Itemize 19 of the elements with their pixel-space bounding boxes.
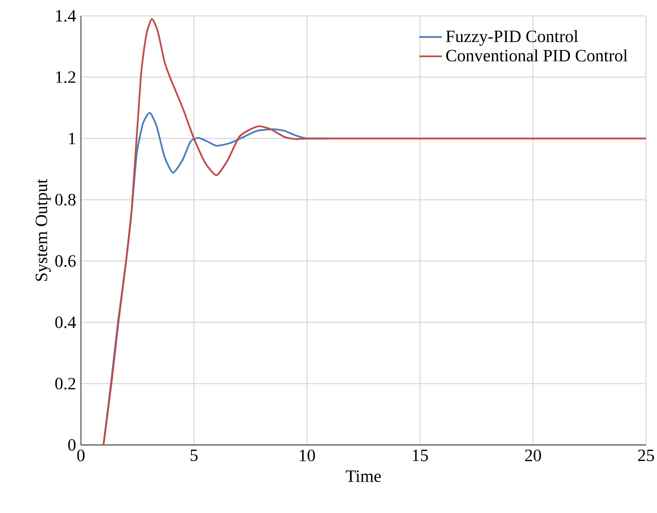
x-tick-label: 15 — [412, 450, 428, 462]
x-tick-label: 25 — [638, 450, 654, 462]
legend-label: Fuzzy-PID Control — [446, 30, 578, 46]
x-tick-label: 0 — [77, 450, 85, 462]
y-tick-label: 0.2 — [55, 378, 76, 390]
y-tick-label: 1.2 — [56, 71, 76, 84]
y-tick-label: 1.4 — [56, 10, 76, 22]
y-tick-label: 0.4 — [55, 316, 76, 328]
y-tick-label: 0.6 — [55, 255, 76, 267]
y-tick-label: 0 — [68, 439, 76, 451]
y-tick-label: 1 — [69, 132, 76, 144]
line-series — [102, 18, 646, 445]
x-axis-title: Time — [346, 470, 381, 482]
y-axis-title: System Output — [36, 178, 51, 281]
x-tick-label: 5 — [190, 450, 198, 462]
x-tick-label: 10 — [300, 450, 315, 462]
legend-label: Conventional PID Control — [446, 49, 628, 62]
x-tick-label: 20 — [525, 450, 541, 462]
y-tick-label: 0.8 — [55, 194, 76, 206]
